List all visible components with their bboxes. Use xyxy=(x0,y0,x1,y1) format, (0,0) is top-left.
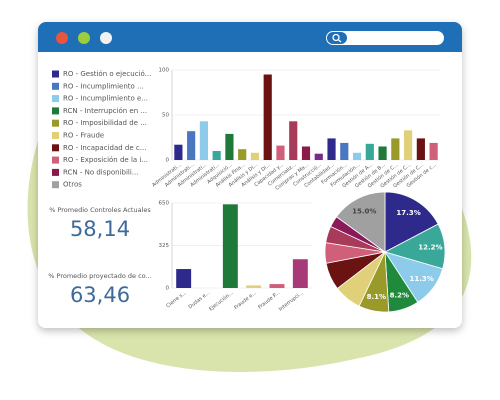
legend-label: RO - Exposición de la i... xyxy=(63,156,148,164)
legend-swatch xyxy=(52,181,59,189)
bar xyxy=(416,138,425,160)
legend-swatch xyxy=(52,132,59,139)
legend-label: RO - Fraude xyxy=(63,132,104,140)
bar xyxy=(222,204,238,288)
bar xyxy=(429,142,438,160)
bar xyxy=(187,131,196,160)
legend-swatch xyxy=(52,95,59,103)
maximize-button[interactable] xyxy=(78,32,90,44)
legend-swatch xyxy=(52,70,59,78)
bar xyxy=(365,143,374,160)
bar xyxy=(352,152,362,160)
y-tick-label: 650 xyxy=(159,201,170,207)
kpi-label: % Promedio proyectado de co... xyxy=(48,272,151,280)
bar xyxy=(301,146,311,160)
search-box[interactable] xyxy=(326,31,444,45)
kpi-value: 63,46 xyxy=(70,283,130,307)
legend-label: RCN - No disponibili... xyxy=(63,168,138,176)
legend-swatch xyxy=(52,144,59,152)
kpi-value: 58,14 xyxy=(70,217,130,241)
bar xyxy=(391,138,400,160)
legend-label: RO - Incapacidad de c... xyxy=(63,144,146,152)
bar xyxy=(404,130,413,160)
pie-label: 8.1% xyxy=(367,293,386,301)
kpi-label: % Promedio Controles Actuales xyxy=(49,206,151,214)
legend-swatch xyxy=(52,119,59,127)
legend-label: RO - Incumplimiento e... xyxy=(63,95,148,103)
bar xyxy=(246,285,262,288)
bar xyxy=(276,145,285,160)
y-tick-label: 100 xyxy=(159,68,170,74)
y-tick-label: 0 xyxy=(166,158,170,164)
pie-slice xyxy=(335,191,386,253)
pie-label: 8.2% xyxy=(390,291,409,299)
pie-label: 15.0% xyxy=(352,207,376,215)
bar xyxy=(327,138,336,160)
legend-swatch xyxy=(52,156,59,164)
bar xyxy=(289,121,298,160)
bar xyxy=(378,146,387,160)
y-tick-label: 0 xyxy=(166,286,170,292)
legend-label: RO - Gestión o ejecució... xyxy=(63,70,151,78)
legend-label: RCN - Interrupción en ... xyxy=(63,107,147,115)
bar xyxy=(314,153,323,160)
bar xyxy=(225,133,234,160)
close-button[interactable] xyxy=(56,32,68,44)
bar xyxy=(176,269,192,288)
pie-label: 12.2% xyxy=(418,243,442,251)
bar xyxy=(212,151,221,160)
pie-slice xyxy=(384,191,439,253)
bar xyxy=(269,284,285,288)
legend-label: Otros xyxy=(63,181,82,189)
bar xyxy=(340,142,349,160)
bar xyxy=(292,259,308,288)
dashboard: RO - Gestión o ejecució... RO - Incumplim… xyxy=(48,68,446,313)
bar xyxy=(238,149,247,160)
search-icon-bg xyxy=(327,32,347,44)
legend-swatch xyxy=(52,107,59,115)
y-tick-label: 325 xyxy=(159,243,170,249)
legend-swatch xyxy=(52,82,59,90)
legend-swatch xyxy=(52,168,59,176)
bar xyxy=(263,74,272,160)
search-icon xyxy=(332,33,340,42)
bar xyxy=(174,144,183,160)
y-tick-label: 50 xyxy=(162,113,169,119)
pie-label: 11.3% xyxy=(409,275,433,283)
pie-label: 17.3% xyxy=(396,209,420,217)
legend-label: RO - Incumplimiento ... xyxy=(63,82,144,90)
search-icon-handle xyxy=(337,39,342,43)
bar xyxy=(199,121,208,160)
bar xyxy=(250,152,260,160)
minimize-button[interactable] xyxy=(100,32,112,44)
legend-label: RO - Imposibilidad de ... xyxy=(63,119,147,127)
